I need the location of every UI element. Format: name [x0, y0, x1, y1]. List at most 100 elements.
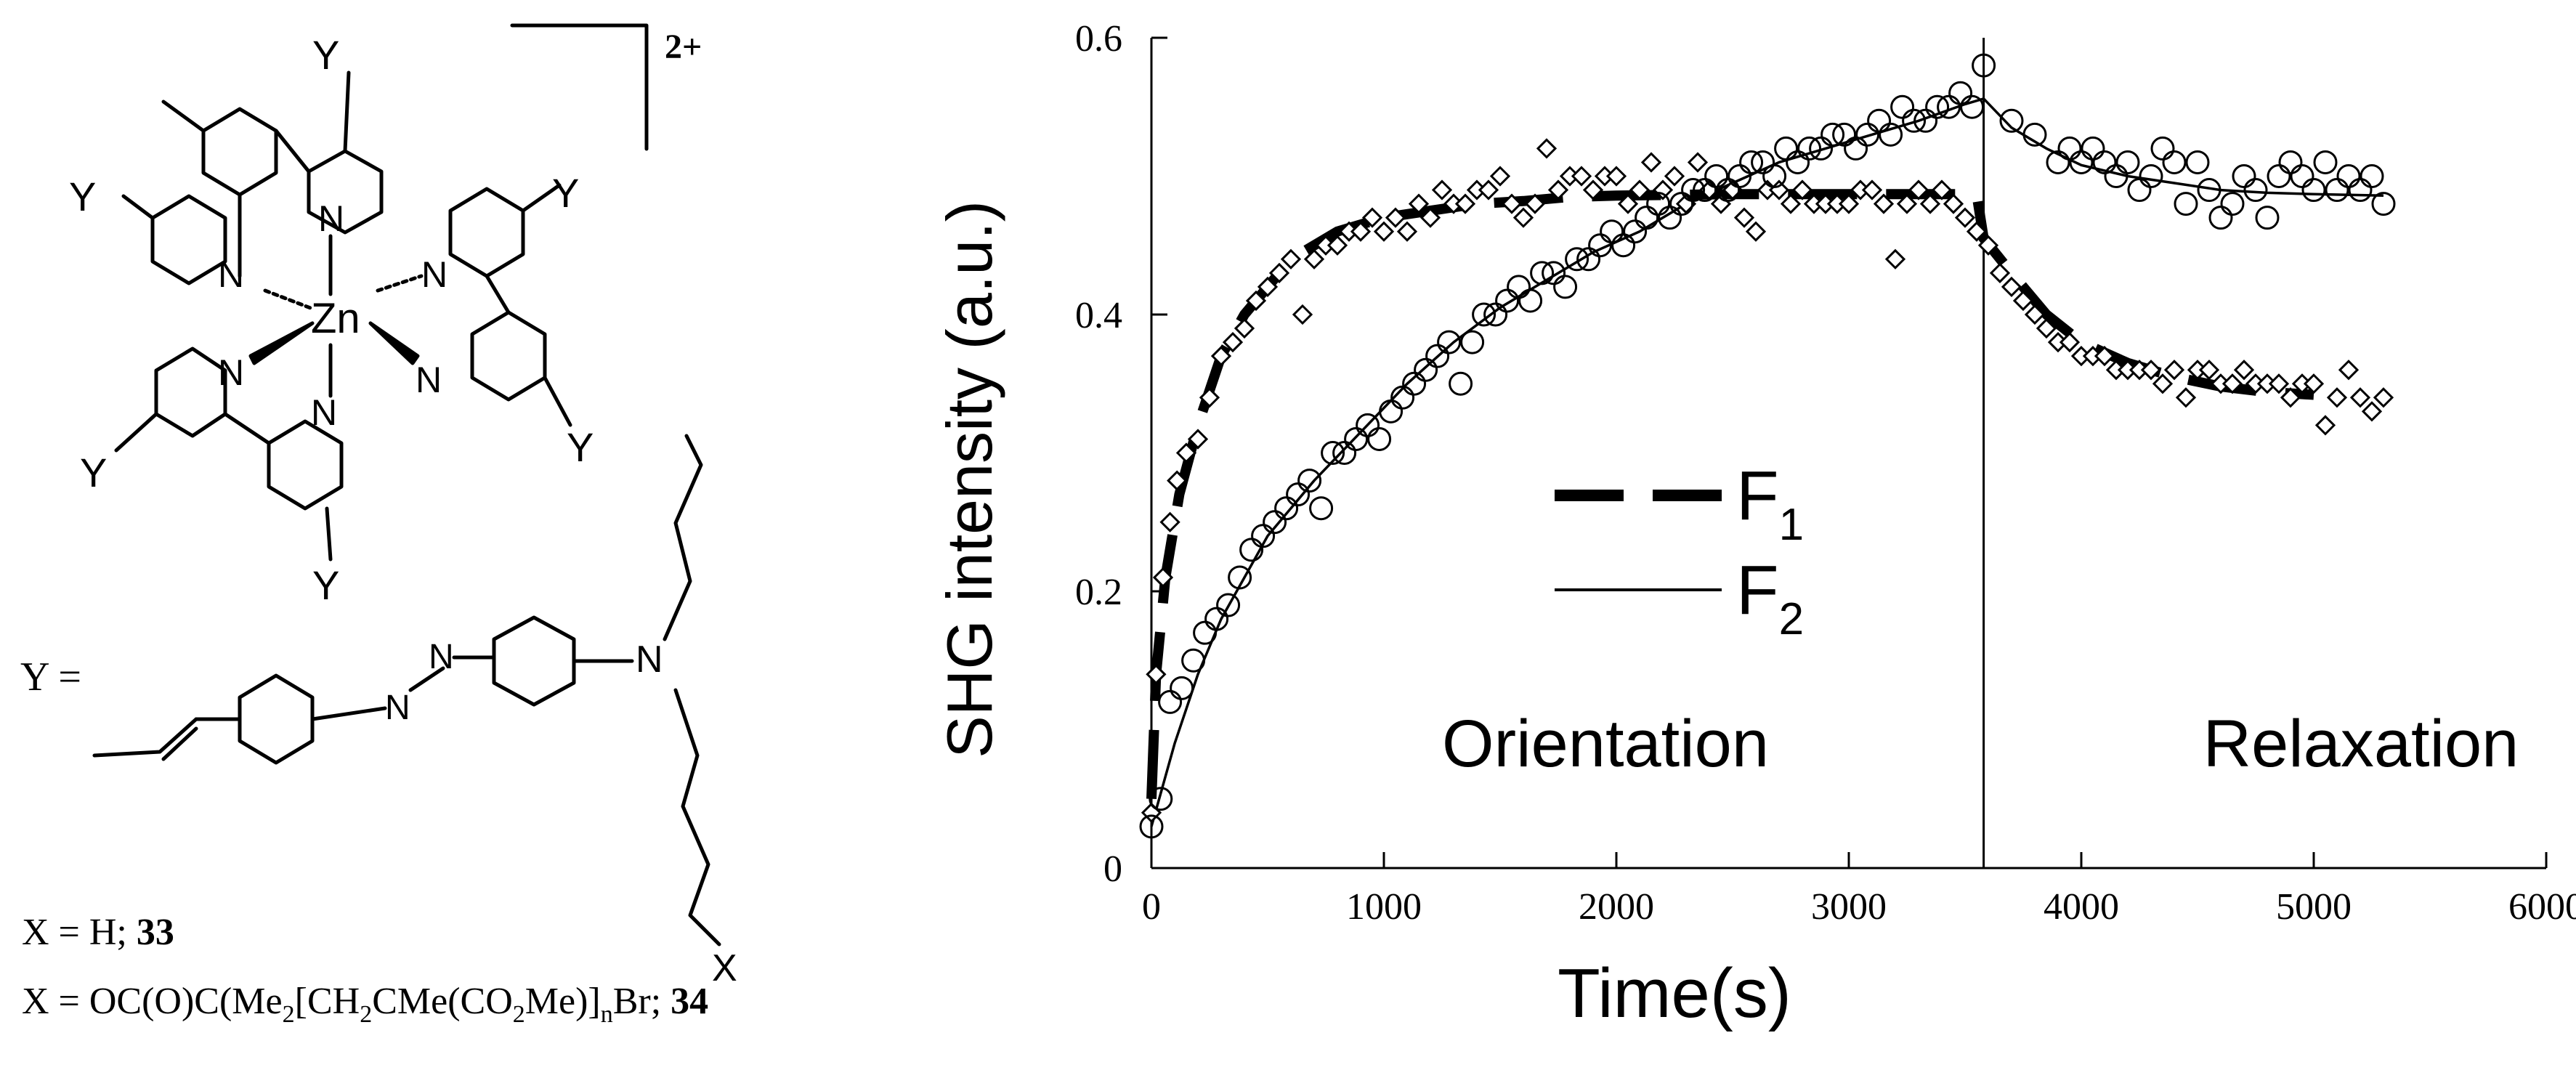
f1-data-point	[2012, 290, 2034, 312]
f1-data-point	[1454, 193, 1476, 214]
f2-data-point	[1449, 371, 1473, 396]
f1-data-point	[2338, 360, 2360, 381]
f2-data-point	[1635, 206, 1659, 230]
f1-data-point	[1152, 567, 1174, 588]
f2-data-point	[1588, 233, 1613, 258]
f1-data-point	[2303, 373, 2325, 394]
chart-annotations: Time(s) SHG intensity (a.u.) Orientation…	[937, 200, 2519, 1032]
f1-data-point	[2233, 360, 2255, 381]
f1-data-point	[1489, 166, 1511, 187]
f1-data-point	[2152, 373, 2174, 394]
f2-data-point	[1704, 164, 1729, 188]
y-substituent: Y	[312, 32, 339, 78]
svg-text:N: N	[385, 689, 410, 727]
f2-data-point	[2139, 164, 2163, 188]
f2-data-point	[1786, 150, 1810, 174]
f1-data-point	[1524, 193, 1546, 214]
f1-data-point	[1640, 152, 1662, 173]
x-tick-label: 0	[1142, 886, 1161, 928]
f2-data-point	[1739, 150, 1764, 174]
f2-data-point	[1855, 122, 1880, 147]
f1-data-point	[2175, 387, 2197, 408]
y-substituent-structure: N N N X	[92, 434, 737, 989]
f2-data-point	[2069, 150, 2094, 174]
f2-data-point	[1611, 233, 1636, 258]
f2-data-point	[1623, 219, 1648, 244]
f1-data-point	[1791, 179, 1813, 200]
f2-data-point	[1751, 150, 1775, 174]
f2-data-point	[2255, 206, 2280, 230]
f2-data-point	[1820, 122, 1845, 147]
bipyridine-ligand-bottom: N Y N Y	[80, 346, 344, 608]
svg-text:N: N	[218, 254, 244, 295]
f1-data-point	[1617, 193, 1639, 214]
legend-f2-label: F2	[1736, 551, 1804, 644]
f2-data-point	[1251, 524, 1276, 548]
f1-data-point	[1838, 193, 1860, 214]
f1-data-point	[1966, 221, 1988, 242]
f2-data-point	[2278, 150, 2303, 174]
bipyridine-ligand-right: N Y N Y	[416, 170, 594, 470]
f2-data-point	[1460, 330, 1485, 354]
y-axis-label: SHG intensity (a.u.)	[937, 200, 1005, 758]
f2-data-point	[1483, 302, 1508, 327]
f2-data-point	[1999, 108, 2024, 133]
f2-data-point	[2325, 178, 2349, 203]
region-label-orientation: Orientation	[1442, 707, 1769, 781]
f2-data-point	[1390, 385, 1415, 410]
f2-data-point	[2301, 178, 2326, 203]
f1-data-point	[2094, 346, 2115, 367]
f2-data-point	[2208, 206, 2233, 230]
f1-data-point	[1159, 511, 1180, 532]
charge-bracket	[510, 23, 649, 151]
f2-data-point	[2092, 150, 2117, 174]
x-tick-label: 2000	[1579, 886, 1654, 928]
zn-n-bond	[263, 288, 315, 311]
f1-data-point	[1361, 207, 1383, 228]
f1-data-point	[1664, 166, 1685, 187]
f1-data-point	[1303, 248, 1325, 269]
f2-data-point	[2127, 178, 2152, 203]
y-tick-label: 0	[1103, 848, 1122, 890]
f1-data-point	[1478, 179, 1499, 200]
f2-data-point	[2046, 150, 2070, 174]
chart-axes: 0 1000 2000 3000 4000 5000 6000 0 0.2 0.4 0.6	[1075, 18, 2576, 928]
legend-f1-label: F1	[1736, 457, 1804, 550]
svg-text:X: X	[712, 947, 737, 989]
f2-data-point	[2057, 136, 2082, 161]
svg-text:N: N	[311, 392, 337, 433]
f2-data-point	[2243, 178, 2268, 203]
f1-data-point	[1768, 179, 1790, 200]
f1-data-point	[1175, 442, 1197, 463]
f2-data-point	[2336, 164, 2361, 188]
f2-data-point	[1832, 122, 1857, 147]
f1-data-point	[1977, 235, 1999, 256]
f2-data-point	[1437, 330, 1462, 354]
x-tick-label: 1000	[1346, 886, 1422, 928]
svg-text:N: N	[429, 638, 454, 676]
f1-data-point	[1873, 193, 1895, 214]
zn-atom: Zn	[311, 295, 360, 342]
f2-data-point	[1425, 344, 1450, 368]
f1-data-point	[2163, 360, 2185, 381]
f2-data-point	[1228, 565, 1252, 590]
f2-data-point	[2348, 178, 2373, 203]
f2-data-point	[1344, 426, 1369, 451]
f1-data-point	[1733, 207, 1755, 228]
svg-text:N: N	[636, 639, 663, 681]
f1-data-point	[1245, 290, 1267, 312]
f2-data-point	[1158, 689, 1183, 714]
f2-data-point	[2232, 164, 2256, 188]
zn-n-bond	[376, 274, 424, 293]
f2-data-point	[1669, 192, 1694, 216]
f1-data-point	[1512, 207, 1534, 228]
y-tick-label: 0.4	[1075, 295, 1122, 336]
f2-data-point	[2371, 192, 2396, 216]
f1-data-point	[1292, 304, 1313, 325]
f1-data-point	[1373, 221, 1395, 242]
f2-data-point	[1774, 136, 1799, 161]
f1-data-point	[1652, 179, 1674, 200]
charge-label: 2+	[665, 28, 702, 66]
f2-data-point	[2115, 150, 2140, 174]
